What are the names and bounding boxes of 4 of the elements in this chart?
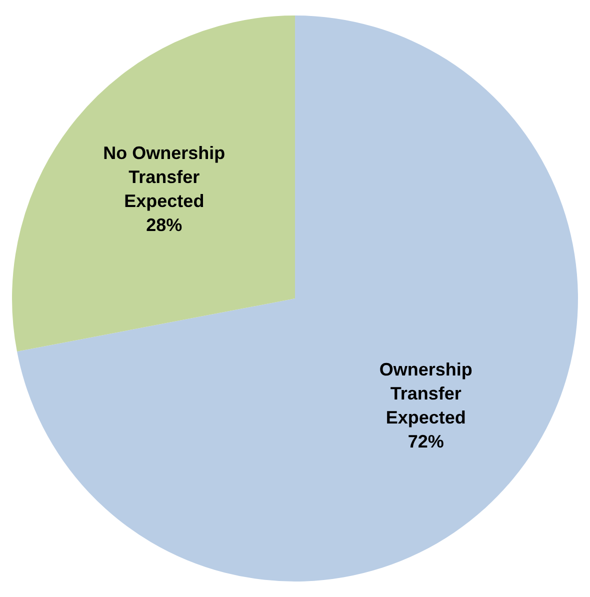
data-label: 28%: [146, 215, 182, 236]
data-label: 72%: [408, 432, 444, 452]
slice-label: Ownership Transfer Expected: [379, 360, 472, 428]
slice-label: No Ownership Transfer Expected: [103, 143, 226, 212]
